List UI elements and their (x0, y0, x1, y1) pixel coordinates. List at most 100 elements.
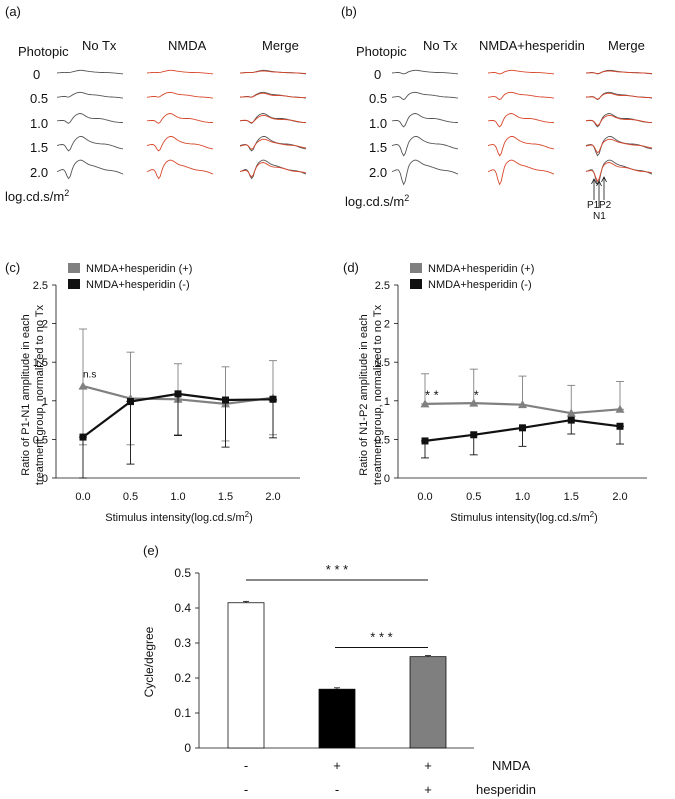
row-label-nmda: NMDA (492, 758, 531, 773)
y-tick-label: 2 (384, 319, 390, 331)
erg-waveform (391, 113, 459, 128)
y-tick-label: 0.2 (174, 671, 191, 685)
erg-waveform (56, 69, 124, 75)
y-tick-label: 0 (384, 473, 390, 485)
erg-waveform (487, 91, 555, 101)
panel-a: (a) Photopic No Tx NMDA Merge 0 0.5 1.0 … (5, 4, 307, 204)
panel-c-xlabel: Stimulus intensity(log.cd.s/m2) (105, 510, 253, 524)
data-point (567, 416, 575, 424)
y-tick-label: 0.3 (174, 636, 191, 650)
y-tick-label: 1.5 (375, 357, 390, 369)
y-tick-label: 0 (42, 473, 48, 485)
erg-waveform (239, 135, 307, 152)
erg-waveform (240, 92, 307, 99)
y-tick-label: 2.5 (33, 280, 48, 292)
panel-d-chart: (d) Ratio of N1-P2 amplitude in each tre… (343, 260, 647, 524)
panel-c-chart: (c) Ratio of P1-N1 amplitude in each tre… (5, 260, 300, 524)
p2-label: P2 (599, 200, 612, 211)
legend-label-hesperidin-minus: NMDA+hesperidin (-) (86, 279, 190, 291)
erg-waveform (146, 159, 214, 180)
erg-waveform (391, 135, 459, 157)
panel-a-col-notx: No Tx (82, 38, 117, 53)
erg-waveform (585, 159, 653, 186)
peak-arrows (591, 176, 607, 208)
erg-waveform (239, 114, 307, 124)
data-point (518, 400, 527, 409)
panel-d-ylabel-line2: treatment group, normalized to no Tx (372, 304, 384, 485)
n1-label: N1 (593, 211, 606, 222)
panel-c-ylabel-line1: Ratio of P1-N1 amplitude in each (20, 314, 32, 475)
data-point (566, 408, 576, 417)
panel-b-row-label: 0.5 (369, 91, 387, 106)
panel-e-label: (e) (143, 543, 159, 558)
panel-b-unit: log.cd.s/m2 (345, 193, 409, 209)
erg-waveform (56, 113, 124, 124)
y-tick-label: 2 (42, 319, 48, 331)
erg-waveform (487, 113, 555, 128)
x-tick-label: 1.0 (170, 491, 185, 503)
panel-a-row-label: 0.5 (30, 91, 48, 106)
legend-label-hesperidin-plus: NMDA+hesperidin (+) (428, 263, 534, 275)
erg-waveform (56, 135, 124, 152)
data-point (616, 422, 624, 430)
data-point (519, 424, 526, 432)
panel-a-row-label: 0 (33, 67, 40, 82)
p2-arrow-head (601, 176, 607, 183)
erg-waveform (585, 70, 653, 75)
data-point (269, 395, 277, 403)
legend-label-hesperidin-minus: NMDA+hesperidin (-) (428, 279, 532, 291)
nmda-sign: - (244, 758, 248, 773)
x-tick-label: 1.5 (218, 491, 233, 503)
erg-waveform (487, 135, 555, 157)
legend-marker-hesperidin-plus (410, 263, 422, 273)
data-point (470, 431, 478, 439)
panel-a-unit: log.cd.s/m2 (5, 188, 69, 204)
p1-arrow-head (591, 178, 597, 185)
x-tick-label: 2.0 (612, 491, 627, 503)
panel-a-col-nmda: NMDA (168, 38, 207, 53)
bar (227, 602, 265, 749)
panel-b: (b) Photopic No Tx NMDA+hesperidin Merge… (341, 4, 653, 222)
panel-b-col-merge: Merge (608, 38, 645, 53)
erg-waveform (146, 113, 214, 124)
data-point (420, 399, 430, 408)
panel-d-label: (d) (343, 260, 359, 275)
erg-waveform (585, 114, 653, 127)
data-point (421, 437, 429, 445)
y-tick-label: 2.5 (375, 280, 390, 292)
bar (318, 688, 356, 749)
panel-b-col-nmda-hesperidin: NMDA+hesperidin (479, 38, 585, 53)
data-point (174, 390, 182, 398)
data-point (469, 398, 479, 407)
erg-waveform (391, 69, 459, 75)
panel-b-row-label: 1.5 (369, 140, 387, 155)
significance-annotation: n.s (83, 370, 96, 381)
erg-waveform (585, 113, 653, 128)
y-tick-label: 0.5 (174, 566, 191, 580)
panel-b-col-notx: No Tx (423, 38, 458, 53)
panel-d-xlabel: Stimulus intensity(log.cd.s/m2) (450, 510, 598, 524)
erg-waveform (239, 138, 307, 150)
x-tick-label: 0.5 (123, 491, 138, 503)
n1-arrow-head (596, 180, 602, 187)
panel-b-row-label: 0 (374, 67, 381, 82)
y-tick-label: 0.1 (174, 706, 191, 720)
hesperidin-sign: - (244, 782, 248, 797)
legend-marker-hesperidin-plus (68, 263, 80, 273)
erg-waveform (487, 159, 555, 186)
bar (409, 656, 447, 749)
p1-label: P1 (587, 200, 600, 211)
panel-b-row-label: 1.0 (369, 116, 387, 131)
x-tick-label: 0.0 (417, 491, 432, 503)
panel-b-waveforms (391, 69, 653, 186)
x-tick-label: 2.0 (265, 491, 280, 503)
erg-waveform (585, 138, 653, 154)
panel-c-label: (c) (5, 260, 20, 275)
y-tick-label: 0.5 (375, 434, 390, 446)
hesperidin-sign: + (424, 782, 432, 797)
x-tick-label: 0.5 (466, 491, 481, 503)
x-tick-label: 1.5 (564, 491, 579, 503)
data-point (127, 398, 134, 406)
erg-waveform (146, 69, 214, 75)
